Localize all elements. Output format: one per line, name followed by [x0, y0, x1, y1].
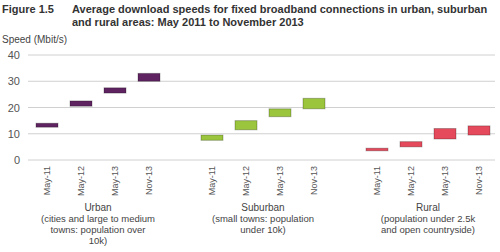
range-bar — [138, 73, 160, 81]
x-tick-label: May-11 — [207, 166, 217, 195]
x-tick-label: May-13 — [440, 166, 450, 196]
group-description: 10k) — [89, 235, 107, 246]
grid-line — [28, 133, 495, 134]
x-tick-label: Nov-13 — [474, 166, 484, 195]
group-description: (cities and large to medium — [41, 213, 155, 224]
y-tick-label: 40 — [8, 49, 20, 61]
grid-line — [28, 107, 495, 108]
chart: Speed (Mbit/s) 0 10 20 30 40 May-11 May-12 May-1… — [0, 0, 500, 252]
x-tick-label: Nov-13 — [309, 166, 319, 195]
x-tick-label: May-12 — [76, 166, 86, 196]
range-bar — [468, 126, 490, 135]
range-bar — [36, 123, 58, 127]
figure-label: Figure 1.5 — [2, 3, 54, 15]
title: Average download speeds for fixed broadb… — [72, 3, 497, 29]
x-tick-label: May-11 — [372, 166, 382, 195]
group-description: towns: population over — [50, 224, 145, 235]
grid-line — [28, 81, 495, 82]
y-tick-label: 20 — [8, 102, 20, 114]
x-tick-label: May-11 — [42, 166, 52, 195]
x-tick-label: May-12 — [241, 166, 251, 196]
x-tick-label: Nov-13 — [144, 166, 154, 195]
group-description: (small towns: population — [212, 213, 314, 224]
range-bar — [269, 109, 291, 117]
y-tick-label: 10 — [8, 128, 20, 140]
range-bar — [104, 88, 126, 93]
y-tick-label: 30 — [8, 75, 20, 87]
range-bar — [235, 121, 257, 130]
x-tick-label: May-13 — [275, 166, 285, 196]
group-description: under 10k) — [240, 224, 285, 235]
group-description: (population under 2.5k — [381, 213, 476, 224]
group-description: and open countryside) — [381, 224, 475, 235]
range-bar — [303, 98, 325, 109]
range-bar — [201, 135, 223, 140]
x-tick-label: May-12 — [406, 166, 416, 196]
grid-line — [28, 55, 495, 56]
range-bar — [366, 148, 388, 151]
y-axis-label: Speed (Mbit/s) — [2, 34, 67, 45]
bars — [36, 73, 490, 150]
range-bar — [434, 129, 456, 140]
range-bar — [70, 101, 92, 106]
group-label: Suburban — [241, 202, 284, 213]
group-label: Urban — [84, 202, 111, 213]
x-tick-label: May-13 — [110, 166, 120, 196]
grid-line — [28, 160, 495, 161]
group-label: Rural — [416, 202, 440, 213]
y-tick-label: 0 — [14, 154, 20, 166]
range-bar — [400, 142, 422, 147]
